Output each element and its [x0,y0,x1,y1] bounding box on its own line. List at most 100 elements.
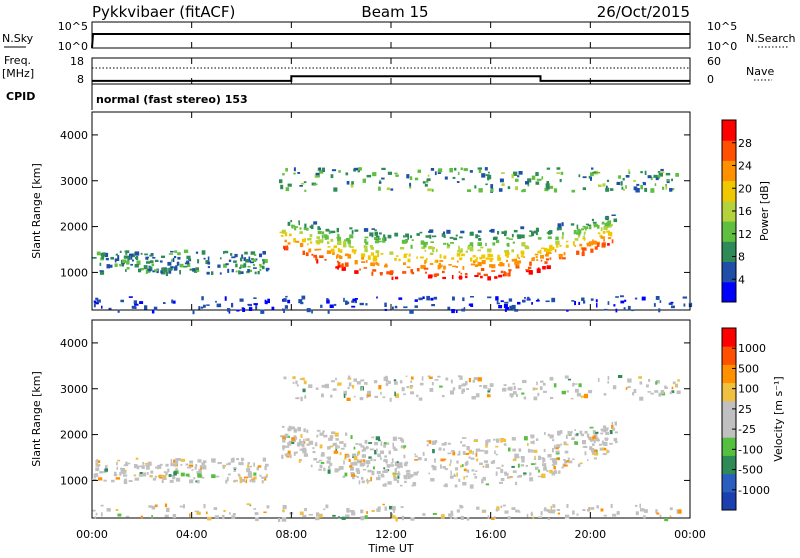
echo-cell [317,248,322,251]
echo-cell [508,447,511,452]
echo-cell [675,173,679,177]
echo-cell [120,467,122,470]
echo-cell [501,231,505,234]
echo-cell [145,256,149,260]
echo-cell [383,444,387,448]
echo-cell [579,229,582,234]
echo-cell [443,242,447,245]
echo-cell [574,301,576,306]
echo-cell [166,507,170,513]
echo-cell [341,516,346,520]
echo-cell [414,305,418,308]
echo-cell [124,478,127,483]
echo-cell [384,308,387,311]
echo-cell [348,458,351,462]
echo-cell [293,451,296,456]
echo-cell [382,238,386,243]
echo-cell [135,256,138,260]
echo-cell [561,390,566,395]
echo-cell [464,461,468,466]
echo-cell [101,254,105,259]
echo-cell [288,425,292,428]
echo-cell [554,469,557,474]
echo-cell [539,386,543,391]
echo-cell [353,378,357,382]
echo-cell [126,260,130,265]
echo-cell [148,266,153,271]
echo-cell [361,480,365,484]
echo-cell [371,271,374,276]
echo-cell [607,232,611,236]
echo-cell [614,421,617,426]
echo-cell [282,173,285,176]
echo-cell [284,245,288,250]
colorbar-segment [722,221,736,242]
echo-cell [315,173,320,178]
echo-cell [446,246,450,249]
echo-cell [654,390,659,393]
echo-cell [350,466,354,471]
echo-cell [363,447,366,452]
echo-cell [105,257,109,261]
echo-cell [605,428,608,432]
echo-cell [524,245,528,248]
echo-cell [201,296,204,301]
echo-cell [514,309,519,312]
echo-cell [551,458,557,463]
echo-cell [364,236,369,239]
echo-cell [306,227,309,231]
echo-cell [364,248,368,253]
echo-cell [671,305,675,309]
echo-cell [506,249,510,253]
echo-cell [173,464,177,466]
echo-cell [496,438,500,443]
echo-cell [511,304,516,310]
echo-cell [389,505,393,510]
cpid-text: normal (fast stereo) 153 [96,93,248,106]
echo-cell [628,169,630,172]
echo-cell [165,463,169,467]
echo-cell [380,391,382,395]
echo-cell [508,386,513,391]
colorbar-tick-label: 12 [738,228,752,241]
echo-cell [409,309,414,314]
echo-cell [543,463,547,468]
echo-cell [123,464,129,467]
echo-cell [553,444,556,449]
echo-cell [203,257,206,260]
echo-cell [106,508,111,512]
colorbar-segment [722,437,736,456]
echo-cell [556,509,561,511]
echo-cell [660,168,664,172]
echo-cell [542,463,545,467]
echo-cell [369,232,374,237]
echo-cell [133,300,137,304]
echo-cell [477,261,482,267]
echo-cell [316,429,321,432]
echo-cell [366,478,369,481]
echo-cell [482,509,487,513]
echo-cell [154,504,158,508]
echo-cell [245,479,248,484]
echo-cell [461,308,466,312]
echo-cell [447,242,449,246]
echo-cell [206,511,208,515]
echo-cell [302,250,305,255]
echo-cell [319,444,323,449]
echo-cell [520,226,525,230]
echo-cell [443,231,446,235]
echo-cell [175,467,178,471]
echo-cell [237,473,240,476]
echo-cell [422,513,426,516]
echo-cell [427,275,433,279]
echo-cell [572,510,575,515]
echo-cell [378,181,382,184]
x-axis-label: Time UT [367,542,413,554]
echo-cell [543,448,546,453]
nsearch-tick-top: 10^5 [707,20,737,33]
echo-cell [99,270,104,272]
echo-cell [429,263,434,265]
echo-cell [300,459,302,462]
echo-cell [362,178,366,183]
echo-cell [354,229,359,232]
